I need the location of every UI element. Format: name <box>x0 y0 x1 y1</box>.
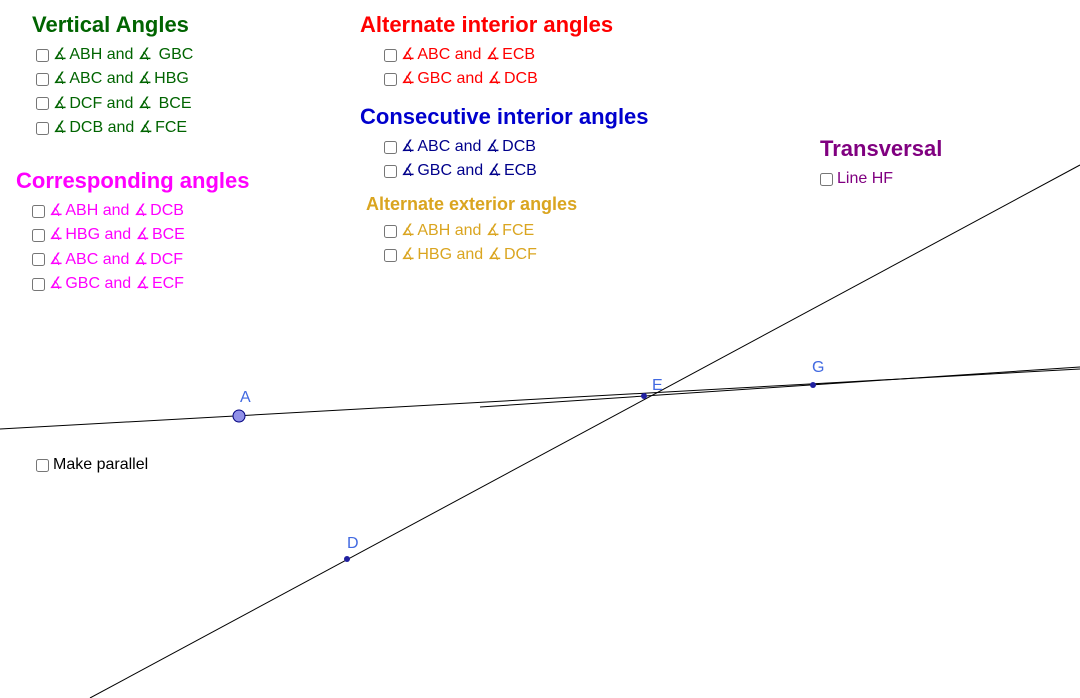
alt-interior-heading: Alternate interior angles <box>360 12 613 38</box>
angle-pair-label: ∡ABC and ∡DCF <box>49 249 183 271</box>
angle-pair-checkbox[interactable] <box>384 249 397 262</box>
diagram-point-G[interactable] <box>810 382 816 388</box>
angle-pair-checkbox[interactable] <box>36 49 49 62</box>
angle-pair-checkbox[interactable] <box>384 49 397 62</box>
angle-pair-label: ∡DCF and ∡ BCE <box>53 93 192 115</box>
angle-pair-item: ∡ABC and ∡ECB <box>384 44 538 66</box>
angle-pair-label: ∡ABH and ∡FCE <box>401 220 534 242</box>
angle-pair-label: ∡ABC and ∡ECB <box>401 44 535 66</box>
angle-pair-label: ∡HBG and ∡DCF <box>401 244 537 266</box>
diagram-point-E[interactable] <box>641 393 647 399</box>
diagram-line <box>90 165 1080 698</box>
transversal-checkbox[interactable] <box>820 173 833 186</box>
angle-pair-item: ∡ABH and ∡FCE <box>384 220 537 242</box>
transversal-heading: Transversal <box>820 136 942 162</box>
transversal-item: Line HF <box>820 168 893 190</box>
angle-pair-item: ∡ABH and ∡ GBC <box>36 44 193 66</box>
diagram-point-label-G: G <box>812 359 824 376</box>
angle-pair-item: ∡GBC and ∡ECB <box>384 160 537 182</box>
corresponding-angles-section: Corresponding angles <box>16 168 249 200</box>
angle-pair-checkbox[interactable] <box>384 141 397 154</box>
angle-pair-item: ∡HBG and ∡DCF <box>384 244 537 266</box>
angle-pair-checkbox[interactable] <box>32 278 45 291</box>
angle-pair-item: ∡ABC and ∡DCF <box>32 249 185 271</box>
transversal-items: Line HF <box>820 168 893 192</box>
angle-pair-item: ∡GBC and ∡ECF <box>32 273 185 295</box>
angle-pair-label: ∡ABH and ∡ GBC <box>53 44 193 66</box>
angle-pair-checkbox[interactable] <box>32 253 45 266</box>
angle-pair-label: ∡GBC and ∡ECB <box>401 160 537 182</box>
make-parallel-checkbox[interactable] <box>36 459 49 472</box>
make-parallel-row: Make parallel <box>36 456 148 474</box>
alt-exterior-items: ∡ABH and ∡FCE∡HBG and ∡DCF <box>384 220 537 269</box>
angle-pair-checkbox[interactable] <box>32 229 45 242</box>
vertical-angles-heading: Vertical Angles <box>32 12 189 38</box>
corresponding-angles-heading: Corresponding angles <box>16 168 249 194</box>
angle-pair-label: ∡GBC and ∡ECF <box>49 273 184 295</box>
transversal-label: Line HF <box>837 168 893 190</box>
angle-pair-item: ∡ABC and ∡DCB <box>384 136 537 158</box>
angle-pair-label: ∡DCB and ∡FCE <box>53 117 187 139</box>
angle-pair-item: ∡HBG and ∡BCE <box>32 224 185 246</box>
diagram-line <box>480 367 1080 407</box>
vertical-angles-section: Vertical Angles <box>32 12 189 44</box>
diagram-point-label-E: E <box>652 377 663 394</box>
angle-pair-checkbox[interactable] <box>36 97 49 110</box>
transversal-section: Transversal <box>820 136 942 168</box>
angle-pair-label: ∡ABH and ∡DCB <box>49 200 184 222</box>
angle-pair-checkbox[interactable] <box>384 73 397 86</box>
consecutive-section: Consecutive interior angles <box>360 104 649 136</box>
angle-pair-checkbox[interactable] <box>36 122 49 135</box>
angle-pair-item: ∡DCF and ∡ BCE <box>36 93 193 115</box>
corresponding-angles-items: ∡ABH and ∡DCB∡HBG and ∡BCE ∡ABC and ∡DCF∡… <box>32 200 185 298</box>
diagram-point-label-D: D <box>347 535 359 552</box>
angle-pair-item: ∡GBC and ∡DCB <box>384 68 538 90</box>
angle-pair-item: ∡ABC and ∡HBG <box>36 68 193 90</box>
angle-pair-checkbox[interactable] <box>36 73 49 86</box>
make-parallel-label: Make parallel <box>53 456 148 474</box>
angle-pair-label: ∡ABC and ∡DCB <box>401 136 536 158</box>
diagram-point-A[interactable] <box>233 410 245 422</box>
angle-pair-label: ∡HBG and ∡BCE <box>49 224 185 246</box>
diagram-line <box>0 369 1080 429</box>
diagram-point-D[interactable] <box>344 556 350 562</box>
angle-pair-checkbox[interactable] <box>32 205 45 218</box>
angle-pair-label: ∡GBC and ∡DCB <box>401 68 538 90</box>
alt-exterior-heading: Alternate exterior angles <box>366 194 577 215</box>
angle-pair-checkbox[interactable] <box>384 165 397 178</box>
alt-exterior-section: Alternate exterior angles <box>366 194 577 221</box>
diagram-point-label-A: A <box>240 389 251 406</box>
consecutive-items: ∡ABC and ∡DCB∡GBC and ∡ECB <box>384 136 537 185</box>
angle-pair-item: ∡DCB and ∡FCE <box>36 117 193 139</box>
angle-pair-item: ∡ABH and ∡DCB <box>32 200 185 222</box>
vertical-angles-items: ∡ABH and ∡ GBC∡ABC and ∡HBG ∡DCF and ∡ BC… <box>36 44 193 142</box>
angle-pair-checkbox[interactable] <box>384 225 397 238</box>
angle-pair-label: ∡ABC and ∡HBG <box>53 68 189 90</box>
alt-interior-section: Alternate interior angles <box>360 12 613 44</box>
alt-interior-items: ∡ABC and ∡ECB∡GBC and ∡DCB <box>384 44 538 93</box>
consecutive-heading: Consecutive interior angles <box>360 104 649 130</box>
